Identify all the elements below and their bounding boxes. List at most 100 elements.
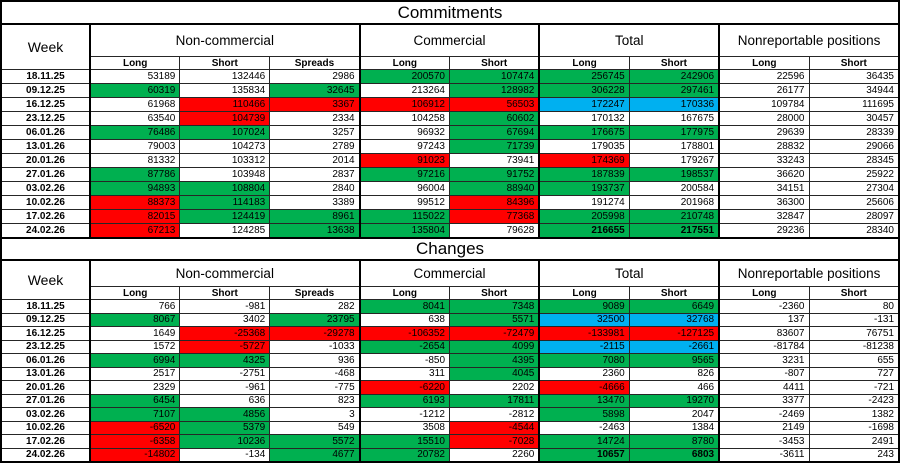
- table-row: 09.12.25 8067 3402 23795 638 5571 32500 32768 13…: [0, 312, 900, 327]
- value-cell: 114183: [179, 195, 271, 210]
- subheader-short: Short: [808, 286, 900, 300]
- value-cell: 201968: [628, 195, 720, 210]
- value-cell: 5571: [449, 312, 540, 327]
- value-cell: 282: [269, 299, 361, 314]
- value-cell: 77368: [449, 209, 540, 224]
- value-cell: -81784: [718, 339, 810, 354]
- value-cell: 30457: [808, 111, 900, 126]
- value-cell: 32847: [718, 209, 810, 224]
- value-cell: 87786: [89, 167, 181, 182]
- week-label: 16.12.25: [0, 326, 91, 341]
- value-cell: 108804: [179, 181, 271, 196]
- value-cell: -81238: [808, 339, 900, 354]
- value-cell: 28345: [808, 153, 900, 168]
- value-cell: 256745: [538, 69, 630, 84]
- value-cell: 34944: [808, 83, 900, 98]
- subheader-short: Short: [628, 286, 720, 300]
- week-label: 17.02.26: [0, 434, 91, 449]
- value-cell: 29639: [718, 125, 810, 140]
- value-cell: 200584: [628, 181, 720, 196]
- value-cell: 36435: [808, 69, 900, 84]
- value-cell: 88373: [89, 195, 181, 210]
- value-cell: 727: [808, 366, 900, 381]
- week-label: 13.01.26: [0, 366, 91, 381]
- value-cell: -133981: [538, 326, 630, 341]
- week-label: 09.12.25: [0, 312, 91, 327]
- value-cell: 14724: [538, 434, 630, 449]
- value-cell: 7107: [89, 407, 181, 422]
- value-cell: 71739: [449, 139, 540, 154]
- value-cell: 28339: [808, 125, 900, 140]
- group-header-total: Total: [538, 23, 720, 57]
- table-row: 16.12.25 1649 -25368 -29278 -106352 -72479 -13…: [0, 326, 900, 341]
- subheader-short: Short: [449, 286, 540, 300]
- value-cell: 28832: [718, 139, 810, 154]
- value-cell: -807: [718, 366, 810, 381]
- value-cell: 191274: [538, 195, 630, 210]
- week-label: 10.02.26: [0, 420, 91, 435]
- value-cell: 213264: [358, 83, 450, 98]
- value-cell: 636: [179, 393, 271, 408]
- value-cell: -1698: [808, 420, 900, 435]
- table-row: 06.01.26 6994 4325 936 -850 4395 7080 9565 3231 6…: [0, 353, 900, 368]
- value-cell: 6649: [628, 299, 720, 314]
- table-row: 03.02.26 7107 4856 3 -1212 -2812 5898 2047 -2469…: [0, 407, 900, 422]
- value-cell: 61968: [89, 97, 181, 112]
- value-cell: 179267: [628, 153, 720, 168]
- value-cell: 19270: [628, 393, 720, 408]
- title-row: Changes: [0, 237, 900, 261]
- week-label: 23.12.25: [0, 111, 91, 126]
- group-header-nonreportable: Nonreportable positions: [718, 23, 900, 57]
- value-cell: -6520: [89, 420, 181, 435]
- subheader-row: Long Short Spreads Long Short Long Short…: [1, 56, 900, 70]
- value-cell: 10657: [538, 447, 630, 463]
- value-cell: 53189: [89, 69, 181, 84]
- value-cell: 8041: [358, 299, 450, 314]
- value-cell: 28097: [808, 209, 900, 224]
- table-row: 27.01.26 6454 636 823 6193 17811 13470 19270 337…: [0, 393, 900, 408]
- value-cell: -4544: [449, 420, 540, 435]
- value-cell: 76486: [89, 125, 181, 140]
- week-label: 18.11.25: [0, 69, 91, 84]
- week-label: 03.02.26: [0, 181, 91, 196]
- value-cell: 1384: [628, 420, 720, 435]
- value-cell: -4666: [538, 380, 630, 395]
- value-cell: 109784: [718, 97, 810, 112]
- week-label: 13.01.26: [0, 139, 91, 154]
- value-cell: 104739: [179, 111, 271, 126]
- value-cell: 97216: [358, 167, 450, 182]
- value-cell: 2360: [538, 366, 630, 381]
- subheader-long: Long: [718, 286, 810, 300]
- subheader-long: Long: [718, 56, 810, 70]
- value-cell: 7348: [449, 299, 540, 314]
- value-cell: -131: [808, 312, 900, 327]
- value-cell: 96932: [358, 125, 450, 140]
- value-cell: -2469: [718, 407, 810, 422]
- group-header-total: Total: [538, 259, 720, 287]
- value-cell: 20782: [358, 447, 450, 463]
- value-cell: -2751: [179, 366, 271, 381]
- week-column-header: Week: [0, 259, 91, 300]
- table-row: 10.02.26 -6520 5379 549 3508 -4544 -2463 1384 21…: [0, 420, 900, 435]
- week-label: 16.12.25: [0, 97, 91, 112]
- value-cell: 36300: [718, 195, 810, 210]
- value-cell: 7080: [538, 353, 630, 368]
- value-cell: 936: [269, 353, 361, 368]
- table-row: 06.01.26 76486 107024 3257 96932 67694 176675 1…: [0, 125, 900, 140]
- week-label: 20.01.26: [0, 380, 91, 395]
- subheader-long: Long: [538, 286, 630, 300]
- value-cell: 28340: [808, 223, 900, 239]
- value-cell: 193737: [538, 181, 630, 196]
- value-cell: 56503: [449, 97, 540, 112]
- value-cell: 6193: [358, 393, 450, 408]
- value-cell: -2360: [718, 299, 810, 314]
- table-row: 18.11.25 766 -981 282 8041 7348 9089 6649 -2360 8…: [0, 299, 900, 314]
- value-cell: 34151: [718, 181, 810, 196]
- value-cell: -721: [808, 380, 900, 395]
- value-cell: 13638: [269, 223, 361, 239]
- value-cell: 170336: [628, 97, 720, 112]
- week-label: 18.11.25: [0, 299, 91, 314]
- value-cell: -1033: [269, 339, 361, 354]
- value-cell: 826: [628, 366, 720, 381]
